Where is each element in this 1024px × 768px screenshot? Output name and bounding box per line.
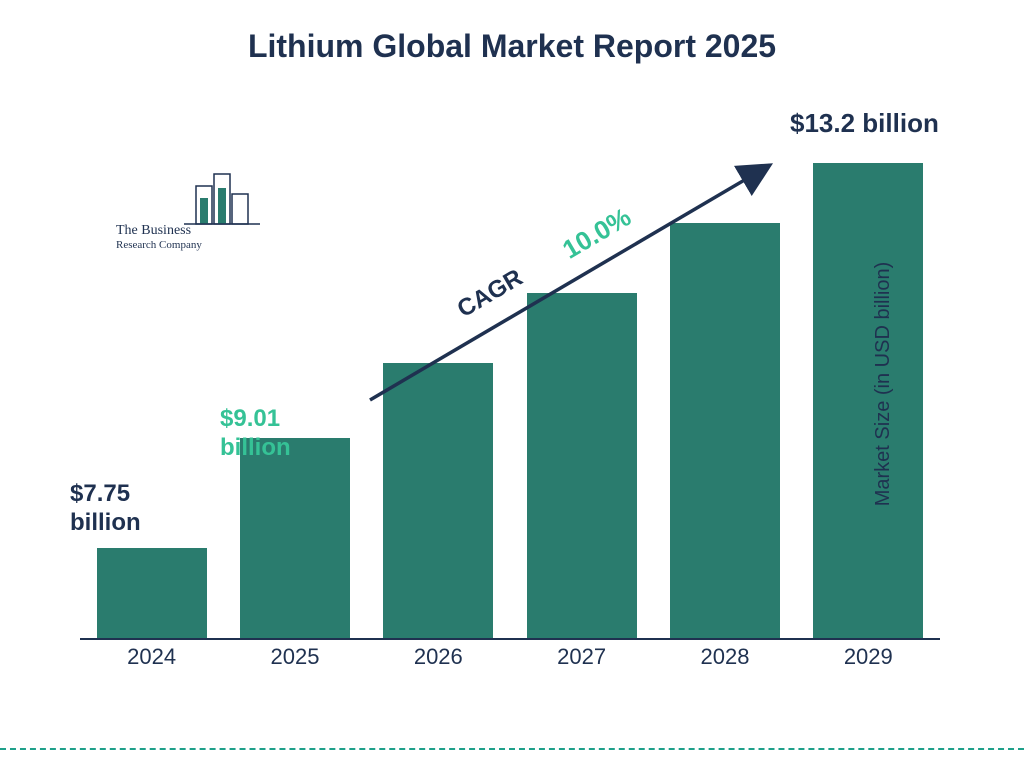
x-tick-label: 2025 [223, 644, 366, 680]
value-label-line1: $13.2 billion [790, 108, 939, 138]
y-axis-label: Market Size (in USD billion) [872, 262, 895, 507]
bar [670, 223, 780, 638]
value-label-line2: billion [220, 434, 291, 463]
x-axis-labels: 202420252026202720282029 [80, 644, 940, 680]
bar-slot [797, 163, 940, 638]
bar [383, 363, 493, 638]
bottom-dashed-divider [0, 748, 1024, 750]
bar [527, 293, 637, 638]
bar [813, 163, 923, 638]
x-tick-label: 2026 [367, 644, 510, 680]
value-label-2024: $7.75 billion [70, 480, 141, 538]
x-axis-line [80, 638, 940, 640]
value-label-2025: $9.01 billion [220, 405, 291, 463]
value-label-line1: $7.75 [70, 480, 141, 509]
x-tick-label: 2029 [797, 644, 940, 680]
logo-text-line2: Research Company [116, 239, 276, 251]
x-tick-label: 2027 [510, 644, 653, 680]
value-label-line1: $9.01 [220, 405, 291, 434]
bar [97, 548, 207, 638]
chart-page: Lithium Global Market Report 2025 202420… [0, 0, 1024, 768]
value-label-2029: $13.2 billion [790, 108, 939, 139]
bar [240, 438, 350, 638]
bar-slot [653, 223, 796, 638]
company-logo: The Business Research Company [116, 166, 276, 251]
value-label-line2: billion [70, 509, 141, 538]
x-tick-label: 2024 [80, 644, 223, 680]
bar-slot [510, 293, 653, 638]
bar-slot [223, 438, 366, 638]
chart-title: Lithium Global Market Report 2025 [0, 28, 1024, 65]
bar-slot [80, 548, 223, 638]
x-tick-label: 2028 [653, 644, 796, 680]
bar-slot [367, 363, 510, 638]
